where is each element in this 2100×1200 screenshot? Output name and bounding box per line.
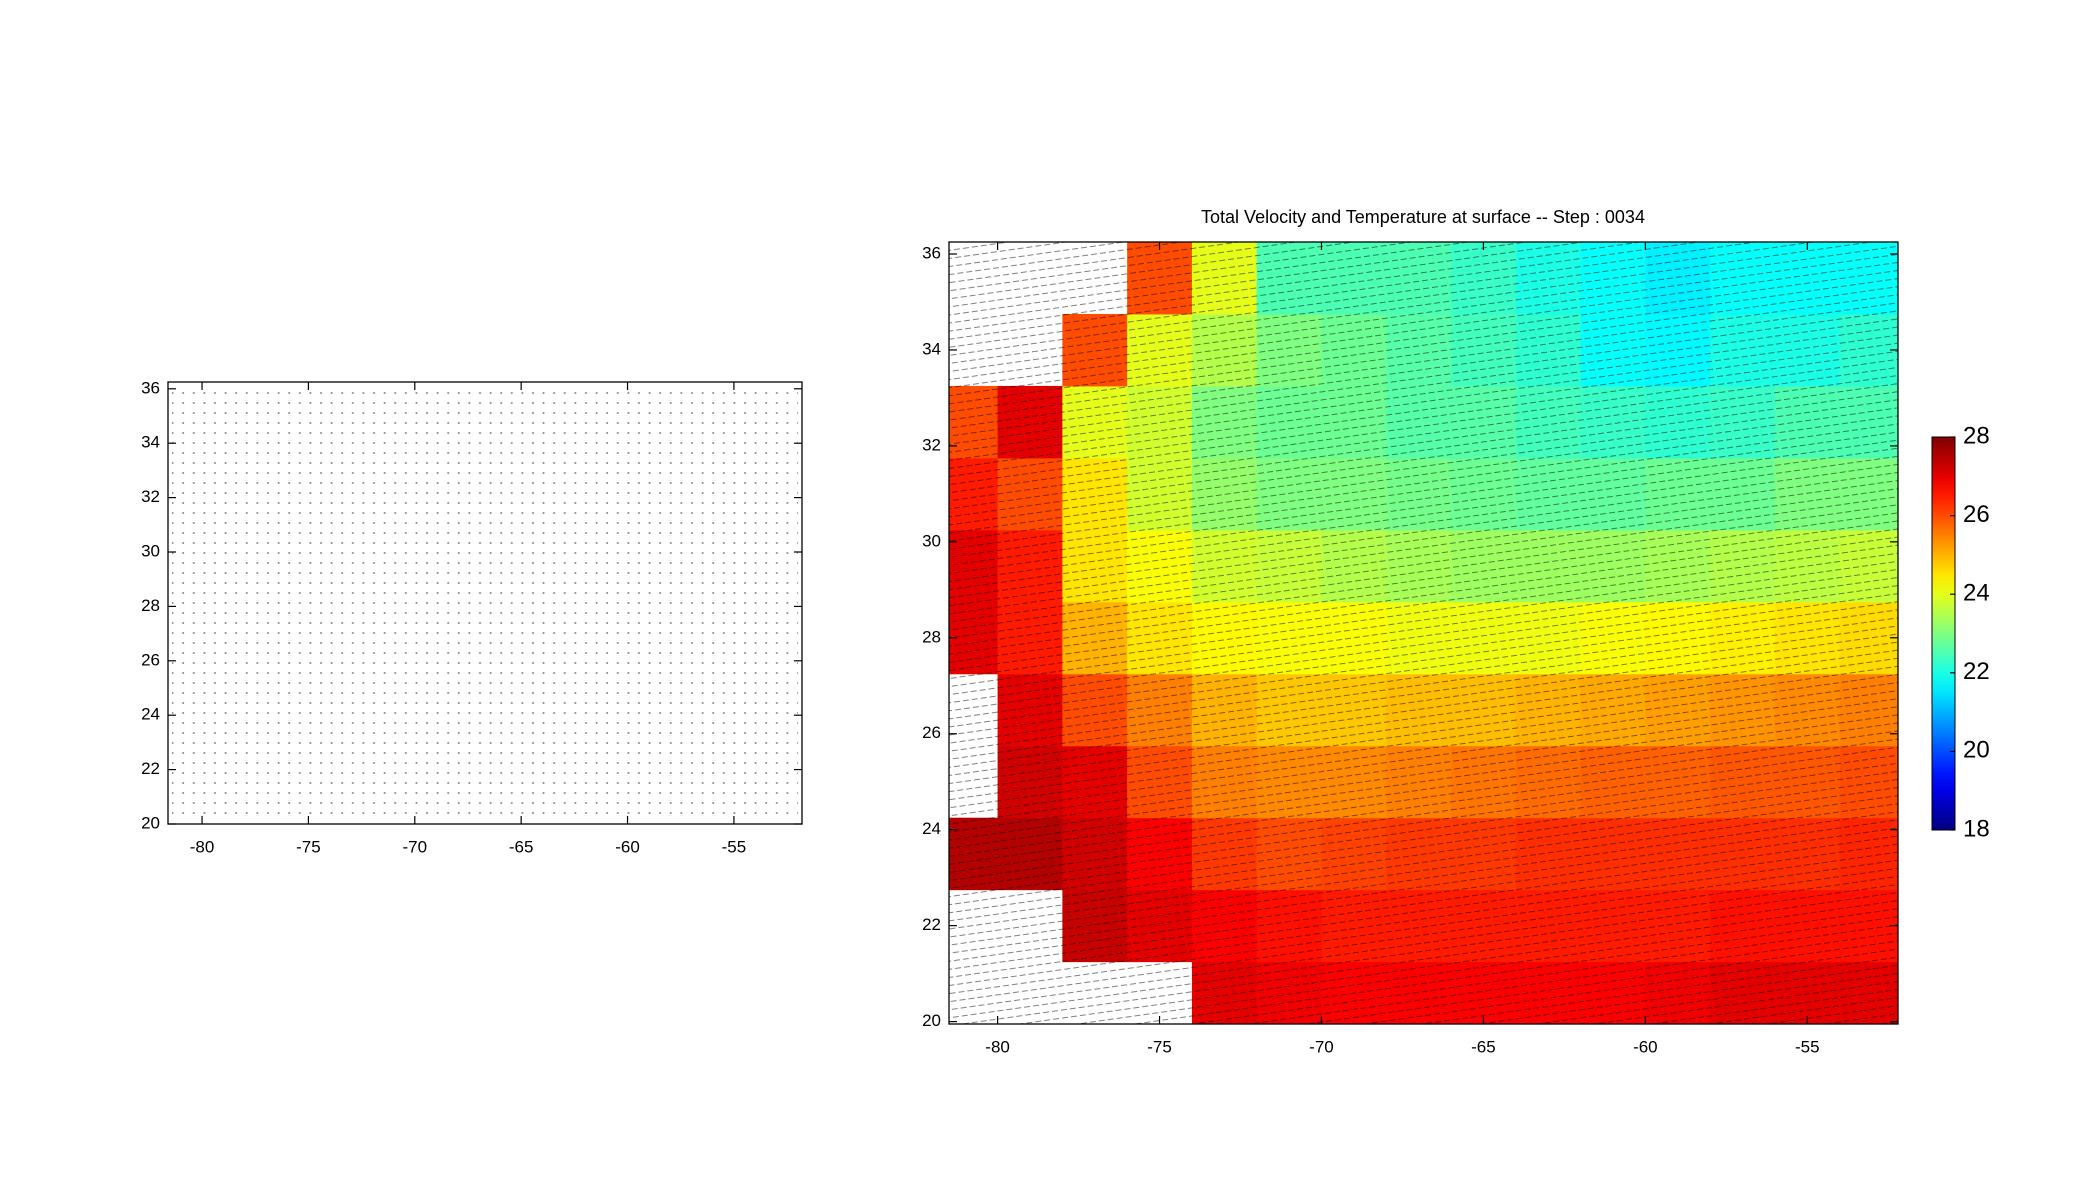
y-tick-label: 26 bbox=[141, 650, 160, 669]
y-tick-label: 22 bbox=[141, 759, 160, 778]
y-tick-label: 22 bbox=[922, 915, 941, 934]
velocity-arrows bbox=[949, 242, 1898, 1024]
y-tick-label: 30 bbox=[141, 541, 160, 560]
colorbar-tick-label: 26 bbox=[1963, 501, 1990, 528]
y-tick-label: 26 bbox=[922, 723, 941, 742]
colorbar bbox=[1931, 436, 1956, 831]
heatmap-panel: -80 -75 -70 -65 -60 -55 20 22 24 26 28 30 32 34 36 18 20… bbox=[922, 241, 1990, 1056]
y-tick-label: 20 bbox=[141, 813, 160, 832]
x-tick-label: -60 bbox=[615, 837, 640, 856]
heatmap-cells bbox=[949, 242, 1898, 1024]
x-tick-label: -80 bbox=[985, 1037, 1010, 1056]
y-tick-label: 34 bbox=[141, 433, 160, 452]
x-tick-label: -65 bbox=[509, 837, 534, 856]
colorbar-tick-label: 24 bbox=[1963, 580, 1990, 607]
chart-title: Total Velocity and Temperature at surfac… bbox=[1201, 207, 1645, 227]
x-tick-label: -55 bbox=[722, 837, 747, 856]
y-tick-label: 24 bbox=[141, 705, 160, 724]
y-tick-label: 28 bbox=[141, 596, 160, 615]
y-tick-label: 20 bbox=[922, 1011, 941, 1030]
vector-field bbox=[172, 386, 798, 820]
colorbar-tick-label: 20 bbox=[1963, 737, 1990, 764]
x-tick-label: -65 bbox=[1471, 1037, 1496, 1056]
axes-frame bbox=[167, 381, 803, 825]
x-tick-label: -60 bbox=[1633, 1037, 1658, 1056]
colorbar-tick-label: 28 bbox=[1963, 422, 1990, 449]
y-tick-label: 28 bbox=[922, 627, 941, 646]
x-tick-label: -75 bbox=[1147, 1037, 1172, 1056]
y-tick-label: 32 bbox=[141, 487, 160, 506]
y-tick-label: 36 bbox=[141, 378, 160, 397]
x-tick-label: -70 bbox=[1309, 1037, 1334, 1056]
y-tick-label: 32 bbox=[922, 435, 941, 454]
y-tick-label: 36 bbox=[922, 243, 941, 262]
axes-frame bbox=[948, 241, 1899, 1025]
x-tick-label: -70 bbox=[403, 837, 428, 856]
y-tick-label: 30 bbox=[922, 531, 941, 550]
x-tick-label: -80 bbox=[190, 837, 215, 856]
colorbar-tick-label: 18 bbox=[1963, 815, 1990, 842]
x-tick-label: -75 bbox=[296, 837, 321, 856]
y-tick-label: 24 bbox=[922, 819, 941, 838]
y-tick-label: 34 bbox=[922, 339, 941, 358]
quiver-panel: -80 -75 -70 -65 -60 -55 20 22 24 26 28 30 32 34 36 bbox=[141, 378, 803, 856]
x-tick-label: -55 bbox=[1795, 1037, 1820, 1056]
colorbar-tick-label: 22 bbox=[1963, 658, 1990, 685]
